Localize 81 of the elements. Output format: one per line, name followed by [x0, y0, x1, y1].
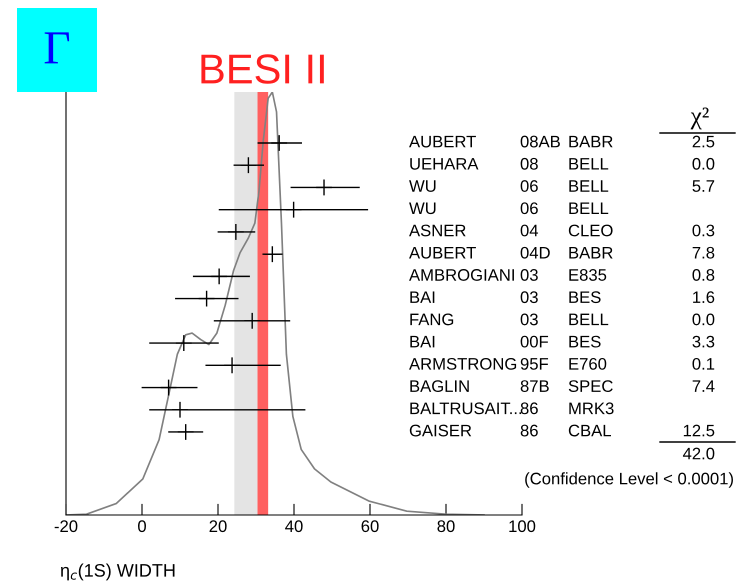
annotation: 08AB — [520, 136, 560, 148]
text: 3.3 — [692, 336, 714, 348]
x-tick-label: 20 — [210, 520, 227, 532]
text: 0.8 — [692, 269, 714, 281]
category-label: BALTRUSAIT... — [410, 402, 522, 414]
category-label: FANG — [410, 314, 454, 326]
point — [175, 334, 192, 352]
text: E835 — [569, 269, 606, 281]
x-tick-label: 100 — [509, 520, 536, 532]
point — [315, 178, 333, 196]
point — [177, 423, 194, 441]
text: BABR — [569, 136, 613, 148]
point — [264, 246, 281, 263]
text: CBAL — [568, 424, 611, 436]
category-label: UEHARA — [410, 158, 478, 170]
category-label: WU — [409, 202, 436, 214]
text: MRK3 — [569, 402, 614, 414]
annotation: 03 — [520, 291, 538, 304]
text: 1.6 — [693, 291, 714, 304]
text: 0.3 — [692, 224, 714, 236]
text: CLEO — [568, 224, 613, 236]
category-label: BAGLIN — [410, 380, 469, 392]
annotation: 86 — [520, 402, 538, 414]
text: BES — [569, 336, 601, 348]
annotation: 87B — [520, 380, 549, 392]
point — [270, 134, 288, 152]
annotation: 04D — [520, 246, 550, 259]
x-tick-label: 80 — [437, 520, 455, 532]
annotation: 00F — [520, 336, 548, 348]
category-label: WU — [409, 180, 436, 192]
text: BABR — [569, 246, 613, 258]
point — [244, 312, 261, 330]
text: 0.0 — [692, 314, 714, 326]
point — [223, 356, 241, 374]
category-label: AUBERT — [409, 246, 476, 259]
x-tick-label: 40 — [285, 520, 303, 532]
band-label: BESI II — [201, 54, 324, 84]
text: 7.8 — [692, 246, 714, 259]
x-tick-label: 60 — [362, 520, 379, 532]
point — [285, 201, 302, 218]
text: (Confidence Level < 0.0001) — [525, 472, 733, 488]
text: BES — [569, 291, 601, 304]
point — [227, 223, 244, 241]
point — [160, 378, 178, 396]
annotation: 04 — [520, 224, 538, 236]
text: 0.1 — [692, 358, 714, 370]
text: 5.7 — [692, 180, 714, 192]
category-label: GAISER — [410, 424, 472, 436]
text: 42.0 — [682, 448, 714, 460]
text: SPEC — [568, 380, 613, 392]
x-tick-label: 0 — [138, 520, 146, 532]
category-label: ASNER — [409, 224, 466, 236]
point — [171, 401, 189, 418]
annotation: 06 — [520, 202, 538, 214]
category-label: AUBERT — [409, 136, 476, 148]
annotation: 95F — [520, 358, 548, 370]
point — [210, 268, 228, 285]
x-axis-title: η$_{c}$(1S) WIDTH — [60, 564, 174, 580]
x-tick-label: -20 — [54, 520, 78, 532]
text: BELL — [569, 314, 608, 326]
point — [198, 290, 216, 308]
category-label: BAI — [410, 336, 434, 348]
annotation: 86 — [520, 424, 538, 436]
text: 0.0 — [692, 158, 714, 170]
category-label: AMBROGIANI — [409, 269, 514, 281]
text: BELL — [569, 158, 608, 170]
annotation: 06 — [520, 180, 538, 192]
category-label: BAI — [410, 291, 434, 303]
text: 2.5 — [692, 136, 714, 148]
text: 7.4 — [692, 380, 715, 392]
text: BELL — [569, 202, 608, 214]
annotation: 03 — [520, 269, 538, 281]
annotation: 03 — [520, 314, 538, 326]
text: χ² — [690, 108, 709, 130]
text: E760 — [569, 358, 606, 370]
text: 12.5 — [684, 424, 714, 436]
point — [240, 156, 258, 174]
annotation: 08 — [520, 158, 538, 170]
chart-title: Γ — [44, 32, 70, 64]
text: BELL — [569, 180, 608, 192]
category-label: ARMSTRONG — [409, 358, 516, 370]
